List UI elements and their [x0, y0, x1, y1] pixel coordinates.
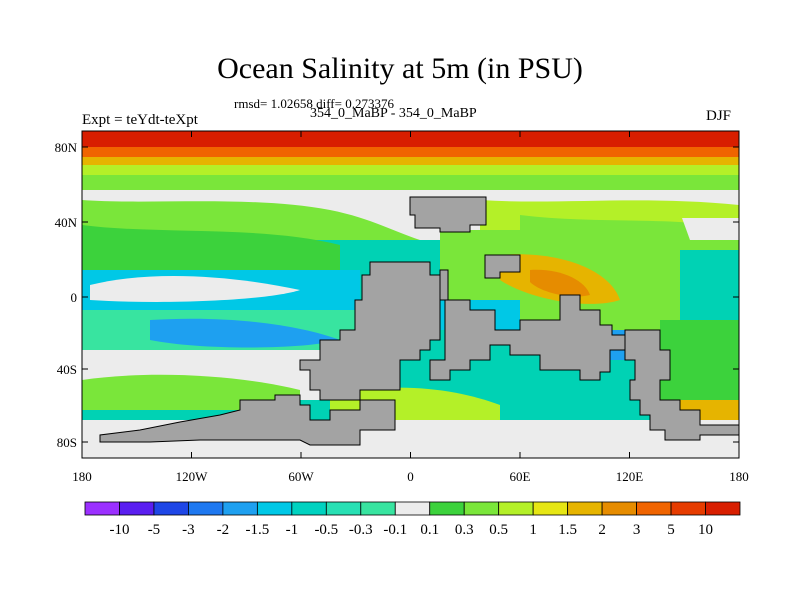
land-masses — [99, 196, 739, 446]
colorbar-label: -1.5 — [245, 522, 269, 538]
colorbar-label: 3 — [633, 522, 641, 538]
lon-tick-label: 60W — [288, 469, 314, 484]
northern-continent — [409, 196, 487, 233]
colorbar-swatch — [532, 501, 569, 516]
lon-tick-label: 120E — [616, 469, 644, 484]
arctic-band-1 — [82, 165, 739, 175]
central-continent — [299, 261, 441, 401]
colorbar-label: -1 — [286, 522, 299, 538]
lon-tick-label: 0 — [407, 469, 414, 484]
lon-tick-label: 120W — [176, 469, 209, 484]
lat-tick-label: 0 — [71, 290, 78, 305]
southern-continent-east — [429, 294, 626, 381]
central-basin-peak — [530, 269, 590, 297]
colorbar-swatch — [84, 501, 120, 516]
colorbar-label: -3 — [182, 522, 195, 538]
colorbar-swatch — [670, 501, 706, 516]
lat-tick-label: 40S — [57, 362, 77, 377]
colorbar-label: -5 — [148, 522, 161, 538]
colorbar-swatch — [636, 501, 672, 516]
colorbar-label: 0.3 — [455, 522, 474, 538]
colorbar: -10 -5 -3 -2 -1.5 -1 -0.5 -0.3 -0.1 0.1 0.3 0.5 1 1.5… — [84, 501, 741, 538]
narrow-island — [439, 269, 449, 301]
n-pacific-low-positive — [82, 225, 340, 270]
arctic-band-5 — [82, 147, 739, 157]
southern-polar-landmass — [99, 394, 396, 446]
colorbar-label: -10 — [109, 522, 129, 538]
colorbar-label: 0.1 — [420, 522, 439, 538]
experiment-label: Expt = teYdt-teXpt — [82, 112, 198, 128]
arctic-band-10 — [82, 131, 739, 147]
season-label: DJF — [706, 108, 732, 124]
colorbar-swatch — [222, 501, 258, 516]
arctic-band-05 — [82, 175, 739, 190]
lat-tick-label: 80S — [57, 435, 77, 450]
colorbar-label: -0.5 — [314, 522, 338, 538]
colorbar-swatch — [567, 501, 603, 516]
colorbar-label: 2 — [598, 522, 606, 538]
experiment-runs: 354_0_MaBP - 354_0_MaBP — [310, 106, 477, 121]
colorbar-swatch — [429, 501, 465, 516]
colorbar-label: -0.3 — [349, 522, 373, 538]
southeastern-continent — [624, 329, 739, 441]
island-north — [484, 254, 521, 279]
colorbar-label: 5 — [667, 522, 675, 538]
colorbar-swatch — [705, 501, 741, 516]
colorbar-swatch — [119, 501, 155, 516]
lon-tick-label: 180 — [72, 469, 92, 484]
colorbar-swatch — [498, 501, 534, 516]
east-basin-positive — [660, 320, 739, 410]
colorbar-swatch — [394, 501, 431, 516]
colorbar-label: 1 — [529, 522, 537, 538]
south-pacific-negative — [150, 318, 340, 348]
longitude-axis: 180 120W 60W 0 60E 120E 180 — [72, 131, 749, 484]
lat-tick-label: 80N — [55, 140, 78, 155]
lon-tick-label: 60E — [510, 469, 531, 484]
chart-title: Ocean Salinity at 5m (in PSU) — [217, 52, 583, 85]
latitude-axis: 80N 40N 0 40S 80S — [55, 140, 739, 450]
colorbar-swatch — [360, 501, 396, 516]
colorbar-swatch — [463, 501, 500, 516]
tropical-neutral-band — [90, 275, 300, 302]
colorbar-swatch — [256, 501, 293, 516]
colorbar-swatch — [153, 501, 189, 516]
lat-tick-label: 40N — [55, 215, 78, 230]
colorbar-swatch — [291, 501, 327, 516]
colorbar-label: 1.5 — [558, 522, 577, 538]
colorbar-label: -0.1 — [383, 522, 407, 538]
colorbar-swatch — [325, 501, 362, 516]
rmsd-diff-stats: rmsd= 1.02658 diff= 0.273376 — [234, 96, 394, 111]
n-pacific-positive — [82, 200, 420, 240]
colorbar-label: -2 — [217, 522, 230, 538]
arctic-band-2 — [82, 157, 739, 165]
lon-tick-label: 180 — [729, 469, 749, 484]
colorbar-label: 10 — [698, 522, 713, 538]
map-field — [82, 131, 739, 458]
colorbar-swatch — [601, 501, 637, 516]
colorbar-label: 0.5 — [489, 522, 508, 538]
ne-neutral-patch — [682, 218, 739, 240]
colorbar-swatch — [188, 501, 224, 516]
